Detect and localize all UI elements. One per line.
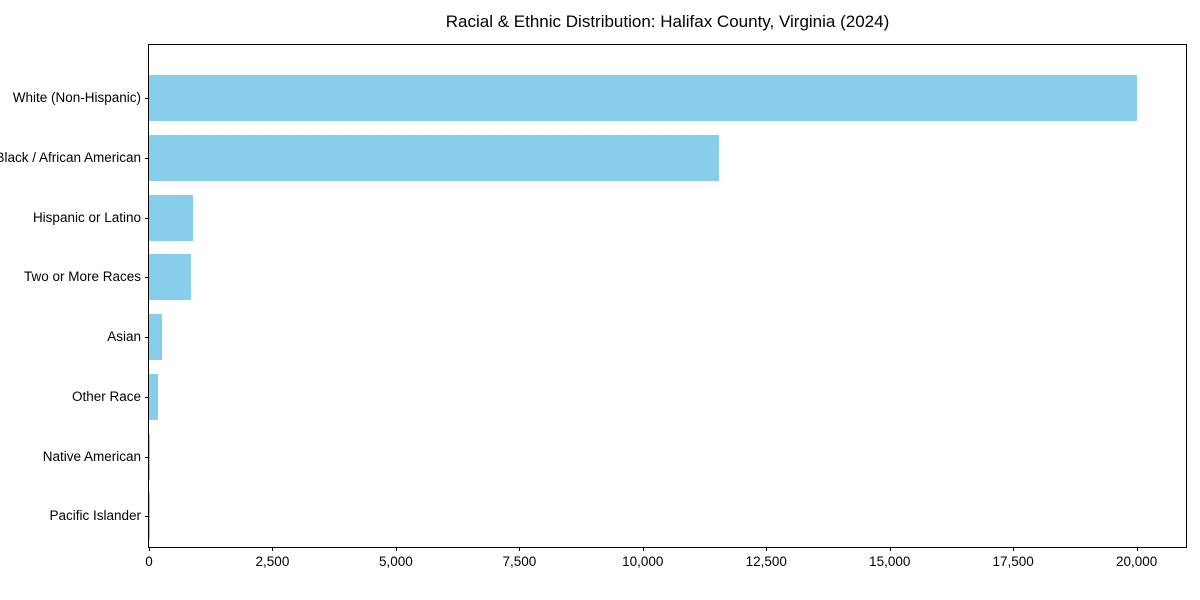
x-tick-mark bbox=[1013, 547, 1015, 551]
bar bbox=[149, 254, 191, 301]
x-tick-label: 20,000 bbox=[1115, 554, 1158, 569]
y-tick-mark bbox=[145, 157, 149, 159]
x-tick-mark bbox=[889, 547, 891, 551]
y-tick-label: Native American bbox=[42, 448, 141, 464]
bar bbox=[149, 194, 193, 241]
bar bbox=[149, 373, 159, 420]
bar bbox=[149, 134, 720, 181]
y-tick-mark bbox=[145, 516, 149, 518]
x-tick-mark bbox=[519, 547, 521, 551]
y-tick-mark bbox=[145, 396, 149, 398]
x-tick-label: 15,000 bbox=[869, 554, 911, 569]
y-tick-mark bbox=[145, 217, 149, 219]
bar bbox=[149, 433, 151, 480]
chart-title: Racial & Ethnic Distribution: Halifax Co… bbox=[445, 12, 890, 31]
y-tick-mark bbox=[145, 98, 149, 99]
y-tick-label: Two or More Races bbox=[23, 269, 141, 285]
x-tick-mark bbox=[642, 547, 644, 551]
bar bbox=[149, 314, 162, 360]
x-tick-mark bbox=[395, 547, 397, 551]
y-tick-mark bbox=[145, 277, 149, 279]
x-tick-label: 2,500 bbox=[255, 554, 290, 569]
x-tick-label: 10,000 bbox=[622, 554, 664, 569]
x-tick-label: 0 bbox=[145, 554, 153, 569]
y-tick-label: Pacific Islander bbox=[49, 508, 141, 524]
plot-area: White (Non-Hispanic) Black / African Amer… bbox=[0, 44, 1187, 569]
x-tick-mark bbox=[1136, 547, 1138, 551]
x-tick-label: 7,500 bbox=[502, 554, 537, 569]
x-tick-label: 5,000 bbox=[378, 554, 413, 569]
y-tick-label: Asian bbox=[107, 329, 141, 344]
x-tick-label: 17,500 bbox=[992, 554, 1034, 569]
x-tick-mark bbox=[272, 547, 274, 551]
x-tick-mark bbox=[766, 547, 768, 551]
y-tick-label: White (Non-Hispanic) bbox=[12, 90, 141, 105]
y-tick-label: Other Race bbox=[71, 388, 141, 404]
bar bbox=[149, 75, 1137, 121]
y-tick-mark bbox=[145, 456, 149, 458]
x-tick-label: 12,500 bbox=[745, 554, 787, 569]
y-tick-label: Hispanic or Latino bbox=[32, 209, 141, 225]
y-tick-label: Black / African American bbox=[0, 149, 141, 165]
y-tick-mark bbox=[145, 337, 149, 338]
x-tick-mark bbox=[149, 547, 150, 551]
